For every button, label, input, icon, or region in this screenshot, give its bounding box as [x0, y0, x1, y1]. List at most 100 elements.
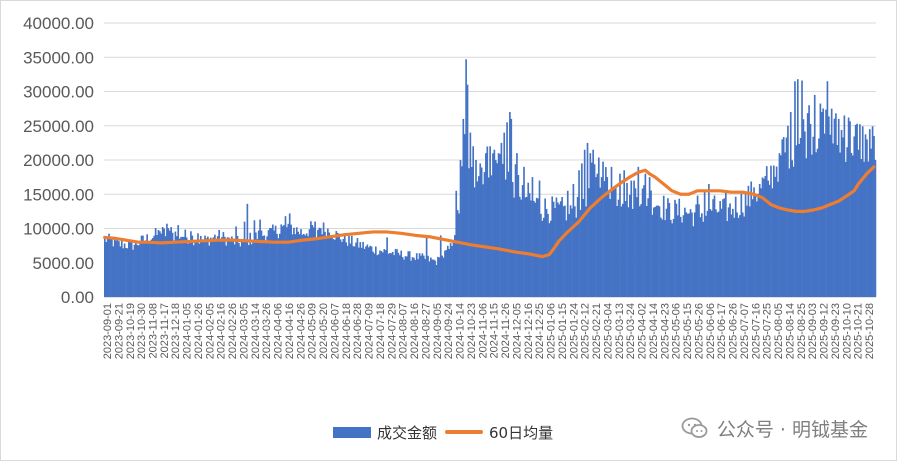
bar — [514, 164, 517, 297]
bar — [428, 261, 431, 297]
bar — [205, 238, 208, 297]
bar — [184, 229, 187, 297]
bar — [430, 257, 432, 297]
bar — [126, 248, 129, 297]
bar — [626, 182, 628, 297]
bar — [431, 259, 434, 297]
bar — [215, 239, 218, 297]
bar — [541, 220, 544, 297]
bar — [605, 167, 607, 297]
bar — [768, 184, 771, 297]
bar — [873, 136, 875, 297]
bar — [702, 221, 705, 297]
bar — [369, 245, 371, 297]
bar — [717, 211, 720, 297]
bar — [726, 221, 729, 297]
bar — [475, 160, 477, 297]
bar — [455, 190, 458, 297]
bar — [684, 207, 686, 297]
bar — [727, 207, 730, 297]
bar — [710, 210, 713, 297]
x-tick-label: 2025-01-15 — [557, 303, 569, 359]
bar — [816, 148, 819, 297]
bar — [644, 173, 647, 297]
bar — [795, 145, 798, 297]
bar — [195, 242, 198, 297]
bar — [365, 246, 367, 297]
legend-item-bar[interactable]: 成交金额 — [333, 422, 437, 443]
bar — [720, 208, 723, 297]
bar — [548, 223, 551, 297]
bar — [820, 112, 823, 297]
bar — [194, 241, 196, 297]
bar — [603, 181, 606, 297]
bar — [609, 199, 611, 297]
bar — [249, 232, 252, 297]
bar — [298, 234, 301, 297]
bar — [115, 240, 117, 297]
bar — [143, 241, 146, 297]
bar — [398, 255, 401, 297]
legend-swatch-bar — [333, 426, 371, 438]
bar — [640, 204, 642, 297]
bar — [606, 177, 609, 298]
bar — [462, 118, 465, 298]
y-tick-label: 0.00 — [61, 288, 94, 307]
bar — [619, 173, 621, 297]
bar — [578, 170, 580, 297]
bar — [754, 195, 757, 297]
bar — [500, 142, 503, 298]
bar — [264, 241, 267, 297]
bar — [267, 230, 270, 297]
bar — [283, 225, 285, 297]
bar — [748, 206, 751, 297]
bar — [177, 225, 180, 297]
bar — [689, 209, 692, 297]
bar — [307, 236, 309, 297]
bar — [678, 198, 681, 297]
bar — [757, 193, 760, 297]
bar — [778, 153, 781, 297]
bar — [485, 153, 487, 297]
bar — [566, 190, 569, 297]
bar — [863, 161, 865, 297]
bar — [438, 257, 441, 297]
bar — [647, 198, 650, 297]
bar — [610, 166, 613, 297]
bar — [218, 229, 220, 297]
bar — [581, 163, 583, 297]
bar — [504, 179, 507, 297]
bar — [130, 240, 133, 297]
bar — [813, 94, 816, 297]
x-tick-label: 2024-03-14 — [250, 303, 262, 359]
x-tick-label: 2024-10-23 — [466, 303, 478, 359]
bar — [796, 79, 799, 297]
bar — [253, 220, 256, 297]
bar — [160, 233, 163, 297]
bar — [387, 253, 390, 297]
bar — [222, 232, 225, 297]
bar — [660, 217, 662, 297]
bar — [746, 205, 748, 297]
bar — [358, 247, 360, 297]
bar — [171, 232, 174, 297]
bar — [352, 246, 355, 297]
bar — [533, 200, 535, 297]
bar — [693, 212, 696, 297]
bar — [516, 153, 518, 297]
bar — [105, 242, 108, 297]
bar — [290, 224, 292, 297]
x-tick-label: 2025-02-12 — [580, 303, 592, 359]
bar — [380, 251, 383, 297]
bar — [291, 234, 294, 297]
bar — [106, 238, 109, 297]
bar — [442, 257, 445, 297]
bar — [698, 204, 700, 297]
bar — [164, 236, 167, 297]
bar — [645, 206, 648, 297]
legend-item-line[interactable]: 60日均量 — [445, 422, 553, 443]
bar — [379, 250, 381, 297]
bar — [335, 231, 338, 297]
bar — [334, 239, 336, 297]
